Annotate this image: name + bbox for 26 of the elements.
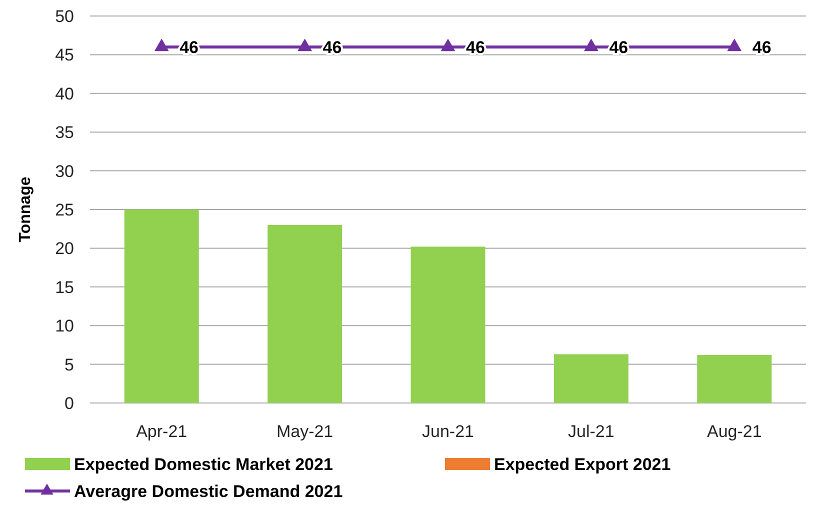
x-tick-label: Jul-21 bbox=[568, 422, 614, 441]
x-tick-label: Aug-21 bbox=[706, 422, 762, 441]
bar bbox=[268, 224, 342, 403]
bar bbox=[697, 355, 772, 403]
bar bbox=[410, 246, 486, 403]
legend-label: Averagre Domestic Demand 2021 bbox=[74, 482, 343, 501]
legend-label: Expected Export 2021 bbox=[494, 455, 671, 474]
y-tick-label: 30 bbox=[55, 162, 74, 181]
y-tick-label: 10 bbox=[55, 316, 74, 336]
y-tick-label: 50 bbox=[55, 7, 74, 26]
y-tick-label: 15 bbox=[55, 278, 74, 297]
data-label: 46 bbox=[752, 38, 772, 57]
y-tick-label: 40 bbox=[55, 84, 74, 104]
y-axis-title: Tonnage bbox=[17, 176, 34, 242]
x-tick-label: Jun-21 bbox=[422, 422, 474, 441]
legend-label: Expected Domestic Market 2021 bbox=[74, 455, 333, 474]
y-tick-label: 5 bbox=[64, 355, 74, 374]
y-tick-label: 20 bbox=[55, 239, 74, 258]
y-tick-label: 0 bbox=[64, 394, 74, 413]
bar bbox=[554, 354, 628, 403]
bar bbox=[124, 210, 199, 403]
x-tick-label: May-21 bbox=[276, 422, 334, 441]
y-tick-label: 35 bbox=[55, 123, 74, 142]
y-tick-label: 45 bbox=[55, 46, 74, 65]
y-tick-label: 25 bbox=[55, 200, 74, 220]
x-tick-label: Apr-21 bbox=[136, 422, 188, 441]
